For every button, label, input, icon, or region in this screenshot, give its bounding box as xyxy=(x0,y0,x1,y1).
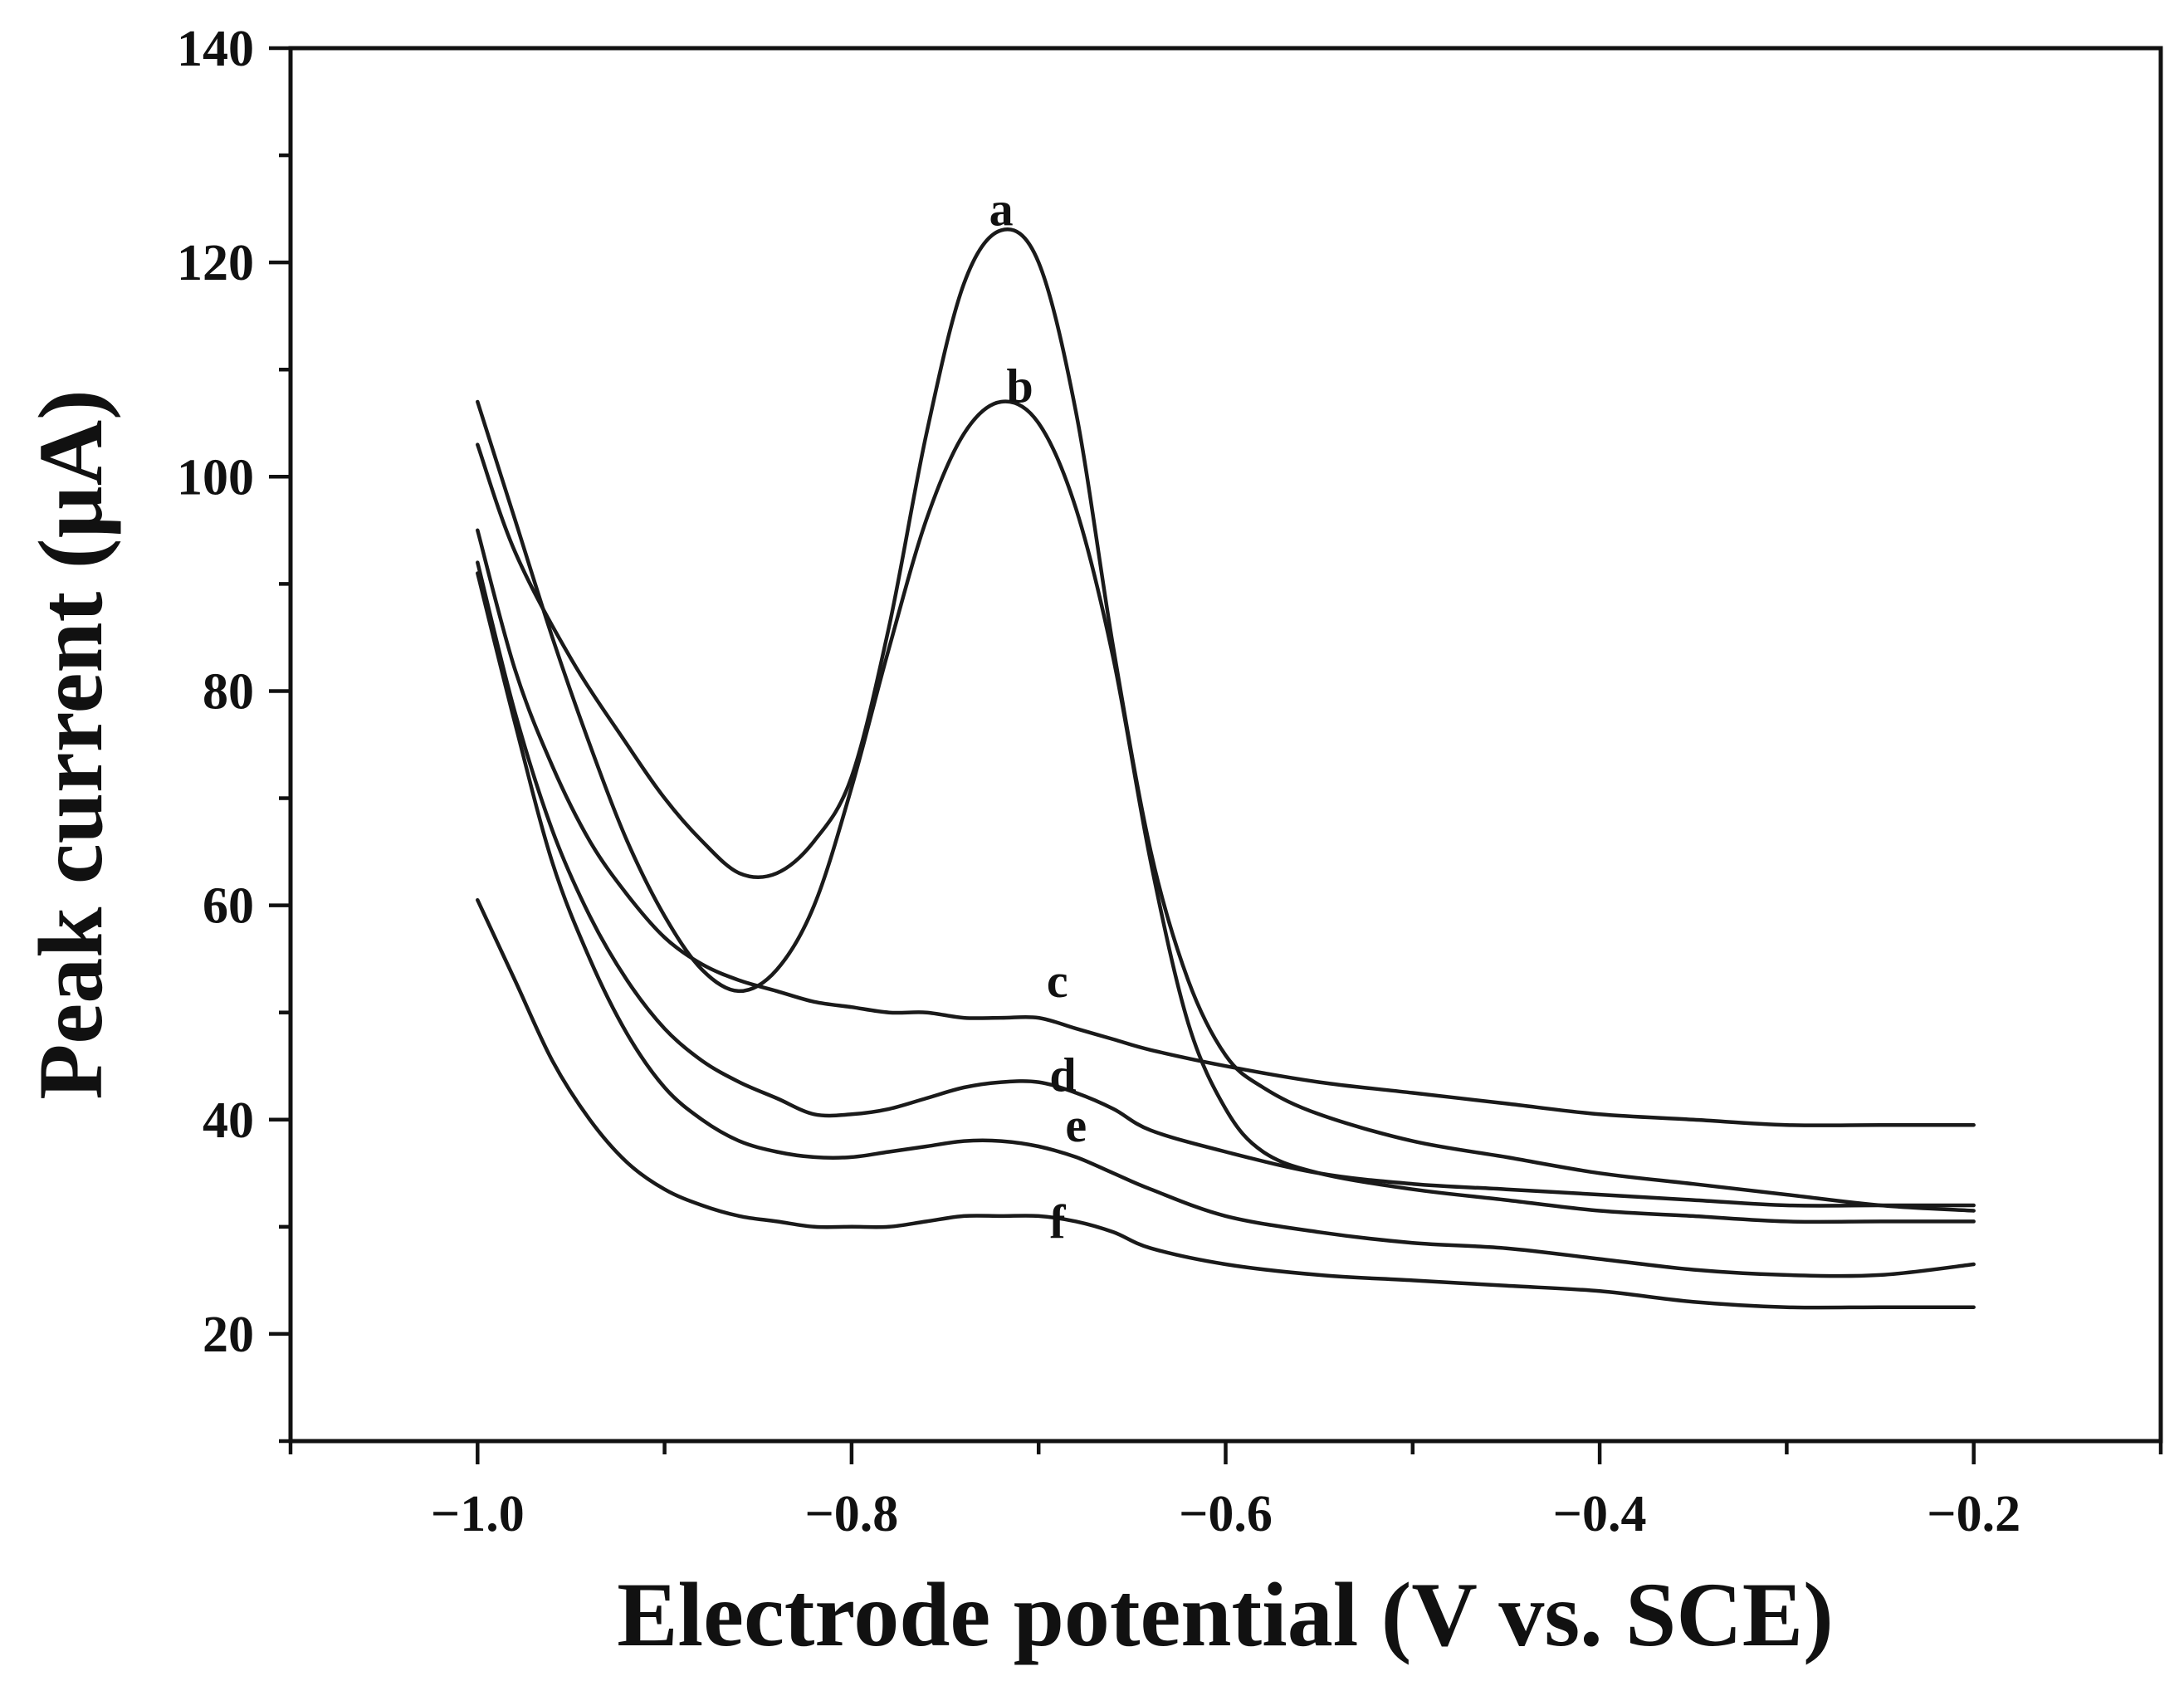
curve-label-c: c xyxy=(1047,954,1068,1008)
series-line-c xyxy=(476,528,1976,1127)
plot-frame xyxy=(288,46,2163,1444)
y-axis-title: Peak current (µA) xyxy=(20,389,121,1100)
y-tick-label: 20 xyxy=(203,1307,254,1363)
series-line-a xyxy=(476,227,1976,1213)
y-tick-label: 60 xyxy=(203,878,254,935)
curve-label-d: d xyxy=(1049,1048,1076,1102)
curve-label-f: f xyxy=(1049,1195,1066,1249)
x-tick-label: −0.2 xyxy=(1927,1486,2020,1542)
curve-label-e: e xyxy=(1065,1098,1087,1152)
x-tick-label: −0.8 xyxy=(804,1486,898,1542)
y-tick-label: 100 xyxy=(177,449,254,506)
x-tick-label: −0.6 xyxy=(1179,1486,1273,1542)
curve-label-a: a xyxy=(989,183,1014,237)
y-tick-label: 80 xyxy=(203,663,254,720)
tick-layer: −1.0 −0.8 −0.6 −0.4 −0.2 20 40 60 80 100 120 140 xyxy=(177,21,2163,1542)
y-tick-label: 40 xyxy=(203,1092,254,1149)
series-line-f xyxy=(476,897,1976,1310)
series-layer xyxy=(476,227,1976,1310)
x-tick-label: −1.0 xyxy=(431,1486,525,1542)
series-line-d xyxy=(476,560,1976,1208)
curve-label-b: b xyxy=(1007,359,1033,413)
y-tick-label: 140 xyxy=(177,21,254,77)
y-tick-label: 120 xyxy=(177,235,254,291)
series-line-e xyxy=(476,571,1976,1278)
x-tick-label: −0.4 xyxy=(1553,1486,1647,1542)
series-line-b xyxy=(476,399,1976,1224)
x-axis-title: Electrode potential (V vs. SCE) xyxy=(617,1564,1834,1665)
